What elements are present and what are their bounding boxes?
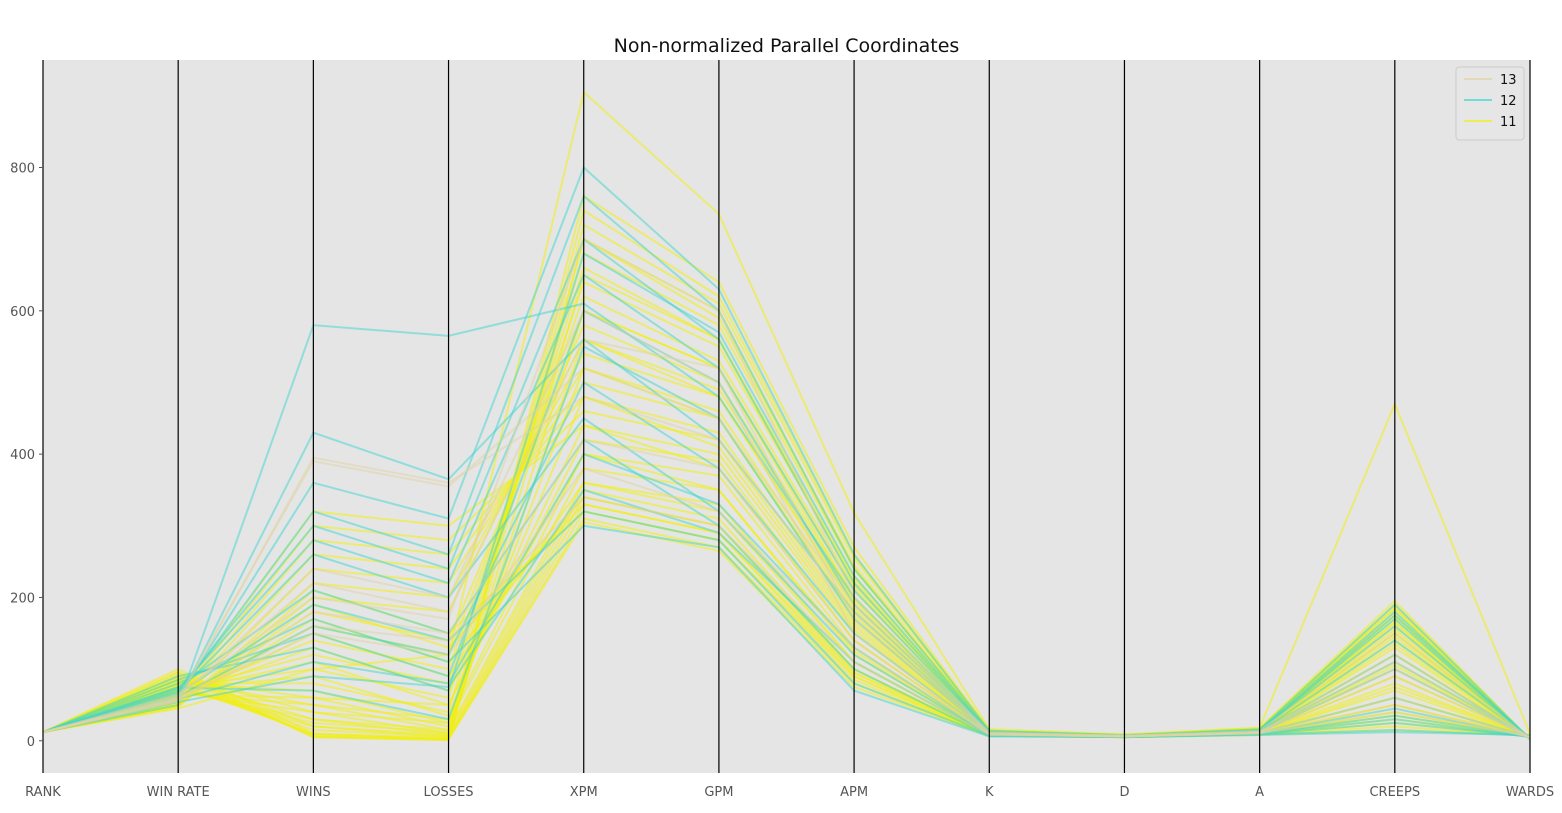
y-tick-label: 600 bbox=[10, 305, 35, 320]
axis-label-d: D bbox=[1119, 785, 1129, 800]
series-13 bbox=[42, 237, 1531, 740]
axis-label-creeps: CREEPS bbox=[1369, 785, 1420, 800]
axis-label-apm: APM bbox=[840, 785, 868, 800]
series-13-line-0 bbox=[42, 395, 1531, 739]
axis-label-win-rate: WIN RATE bbox=[147, 785, 210, 800]
series-13-line-7 bbox=[42, 467, 1531, 739]
axis-label-wards: WARDS bbox=[1506, 785, 1554, 800]
legend-label-11: 11 bbox=[1500, 115, 1517, 130]
y-axis-ticks: 0 200 400 600 800 bbox=[10, 161, 43, 750]
axis-label-a: A bbox=[1255, 785, 1264, 800]
series-11-line-0 bbox=[42, 90, 1531, 736]
y-tick-label: 800 bbox=[10, 161, 35, 176]
axis-label-gpm: GPM bbox=[704, 785, 733, 800]
series-12-line-9 bbox=[42, 524, 1531, 739]
series-13-line-5 bbox=[42, 237, 1531, 740]
axis-label-k: K bbox=[985, 785, 994, 800]
series-13-line-3 bbox=[42, 338, 1531, 739]
axis-label-rank: RANK bbox=[25, 785, 61, 800]
series-13-line-4 bbox=[42, 438, 1531, 739]
y-tick-label: 200 bbox=[10, 591, 35, 606]
series-12-line-2 bbox=[42, 165, 1531, 741]
series-13-line-6 bbox=[42, 496, 1531, 738]
y-tick-label: 400 bbox=[10, 448, 35, 463]
legend: 13 12 11 bbox=[1455, 66, 1525, 141]
axis-label-wins: WINS bbox=[296, 785, 331, 800]
chart-title: Non-normalized Parallel Coordinates bbox=[614, 35, 960, 57]
series-13-line-2 bbox=[42, 309, 1531, 739]
axis-label-losses: LOSSES bbox=[424, 785, 474, 800]
parallel-axes bbox=[42, 60, 1531, 773]
series-lines bbox=[42, 90, 1531, 742]
axis-labels: RANK WIN RATE WINS LOSSES XPM GPM APM K D A CREEPS… bbox=[25, 785, 1554, 800]
axis-label-xpm: XPM bbox=[570, 785, 598, 800]
legend-label-13: 13 bbox=[1500, 73, 1517, 88]
series-13-line-1 bbox=[42, 366, 1531, 739]
legend-label-12: 12 bbox=[1500, 94, 1517, 109]
y-tick-label: 0 bbox=[27, 735, 35, 750]
